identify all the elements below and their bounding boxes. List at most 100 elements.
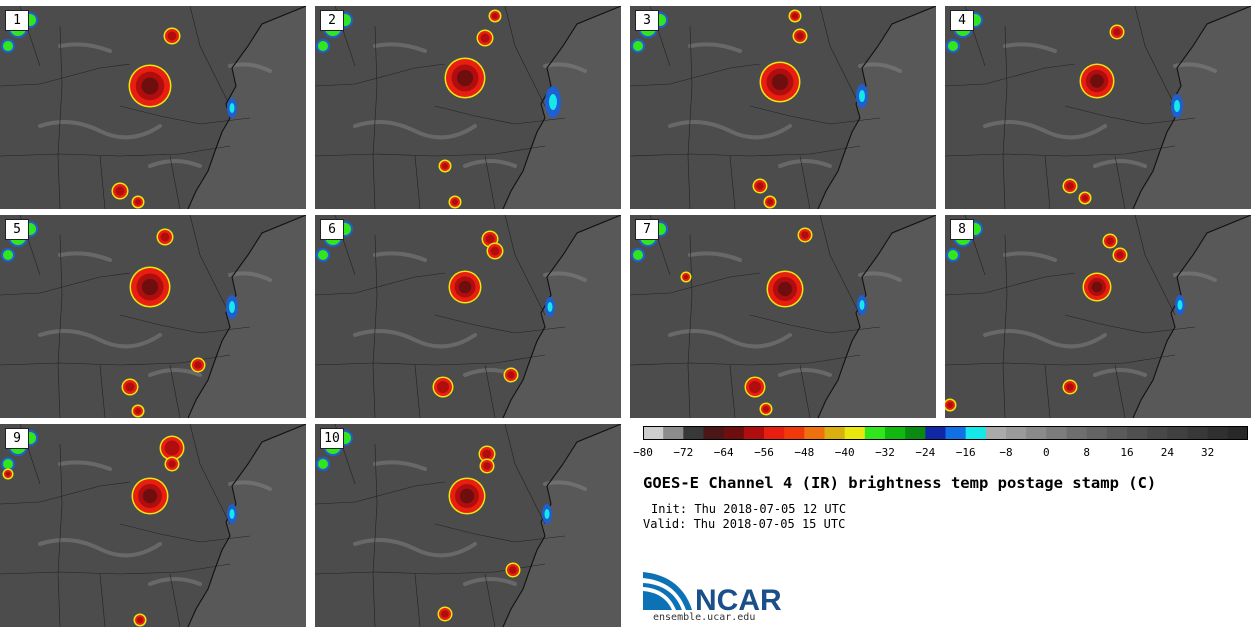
panel-number: 8 [950, 219, 974, 240]
state-border [372, 25, 378, 209]
colorbar-tick-label: 0 [1043, 446, 1050, 459]
storm-cell [744, 376, 766, 398]
state-border [749, 314, 881, 334]
colorbar-swatch [1147, 426, 1168, 440]
cloud-streak [983, 120, 1107, 140]
cloud-streak [353, 329, 477, 349]
cloud-streak [543, 62, 587, 73]
colorbar-swatch [683, 426, 704, 440]
colorbar-tick-label: −8 [999, 446, 1013, 459]
state-border [1002, 25, 1008, 209]
state-border [0, 145, 231, 157]
state-border [630, 145, 861, 157]
state-border [99, 155, 106, 209]
cloud-top [3, 250, 13, 260]
cloud-top [3, 459, 13, 469]
coastline [187, 424, 306, 627]
panel-5[interactable]: 5 [0, 215, 306, 418]
colorbar-tick-label: −24 [915, 446, 936, 459]
cloud-streak [58, 251, 112, 262]
state-border [414, 573, 421, 627]
storm-cell [133, 613, 147, 627]
colorbar-swatch [643, 426, 664, 440]
storm-cell [121, 378, 139, 396]
cloud-streak [228, 480, 272, 491]
storm-cell [945, 398, 957, 412]
colorbar-swatch [864, 426, 886, 440]
state-border [1134, 215, 1176, 316]
cloud-streak [1173, 62, 1217, 73]
storm-cell [680, 271, 692, 283]
storm-cell [476, 29, 494, 47]
storm-cell [2, 468, 14, 480]
land-area [315, 6, 621, 209]
storm-cell [437, 606, 453, 622]
logo-url: ensemble.ucar.edu [653, 612, 756, 623]
storm-cell [444, 57, 486, 99]
colorbar-swatch [723, 426, 745, 440]
state-border [414, 364, 421, 418]
storm-cell [759, 402, 773, 416]
cloud-streak [228, 62, 272, 73]
panel-9[interactable]: 9 [0, 424, 306, 627]
panel-1[interactable]: 1 [0, 6, 306, 209]
storm-cell [448, 270, 482, 304]
storm-cell [478, 445, 496, 463]
storm-cell [438, 159, 452, 173]
storm-cell [159, 435, 185, 461]
cloud-top [547, 302, 553, 312]
cloud-streak [373, 251, 427, 262]
land-area [630, 6, 936, 209]
state-border [1134, 6, 1176, 107]
ncar-logo: NCAR [643, 572, 782, 614]
state-border [0, 63, 131, 87]
colorbar-swatch [824, 426, 846, 440]
state-border [434, 105, 566, 125]
state-border [1064, 105, 1196, 125]
storm-cell [479, 458, 495, 474]
cloud-streak [1093, 368, 1147, 377]
state-border [119, 105, 251, 125]
colorbar-tick-label: 8 [1083, 446, 1090, 459]
state-border [945, 63, 1076, 87]
cloud-streak [983, 329, 1107, 349]
panel-8[interactable]: 8 [945, 215, 1251, 418]
coastline [502, 6, 621, 209]
panel-number: 10 [320, 428, 344, 449]
colorbar-tick-label: 32 [1201, 446, 1215, 459]
state-border [484, 155, 496, 209]
storm-cell [792, 28, 808, 44]
state-border [729, 364, 736, 418]
storm-cell [1082, 272, 1112, 302]
storm-cell [129, 266, 171, 308]
storm-cell [1062, 379, 1078, 395]
panel-2[interactable]: 2 [315, 6, 621, 209]
cloud-top [3, 41, 13, 51]
state-border [504, 215, 546, 316]
state-border [0, 272, 131, 296]
state-border [372, 234, 378, 418]
state-border [57, 25, 63, 209]
state-border [99, 573, 106, 627]
storm-cell [488, 9, 502, 23]
panel-7[interactable]: 7 [630, 215, 936, 418]
cloud-top [318, 41, 328, 51]
colorbar-tick-label: −32 [875, 446, 895, 459]
colorbar-swatch [663, 426, 684, 440]
cloud-streak [543, 480, 587, 491]
cloud-top [549, 94, 557, 110]
panel-3[interactable]: 3 [630, 6, 936, 209]
state-border [0, 563, 231, 575]
cloud-streak [353, 120, 477, 140]
panel-10[interactable]: 10 [315, 424, 621, 627]
panel-6[interactable]: 6 [315, 215, 621, 418]
storm-cell [190, 357, 206, 373]
state-border [169, 155, 181, 209]
panel-4[interactable]: 4 [945, 6, 1251, 209]
state-border [0, 481, 131, 505]
state-border [945, 272, 1076, 296]
storm-cell [156, 228, 174, 246]
cloud-top [859, 90, 865, 102]
storm-cell [432, 376, 454, 398]
storm-cell [1079, 63, 1115, 99]
